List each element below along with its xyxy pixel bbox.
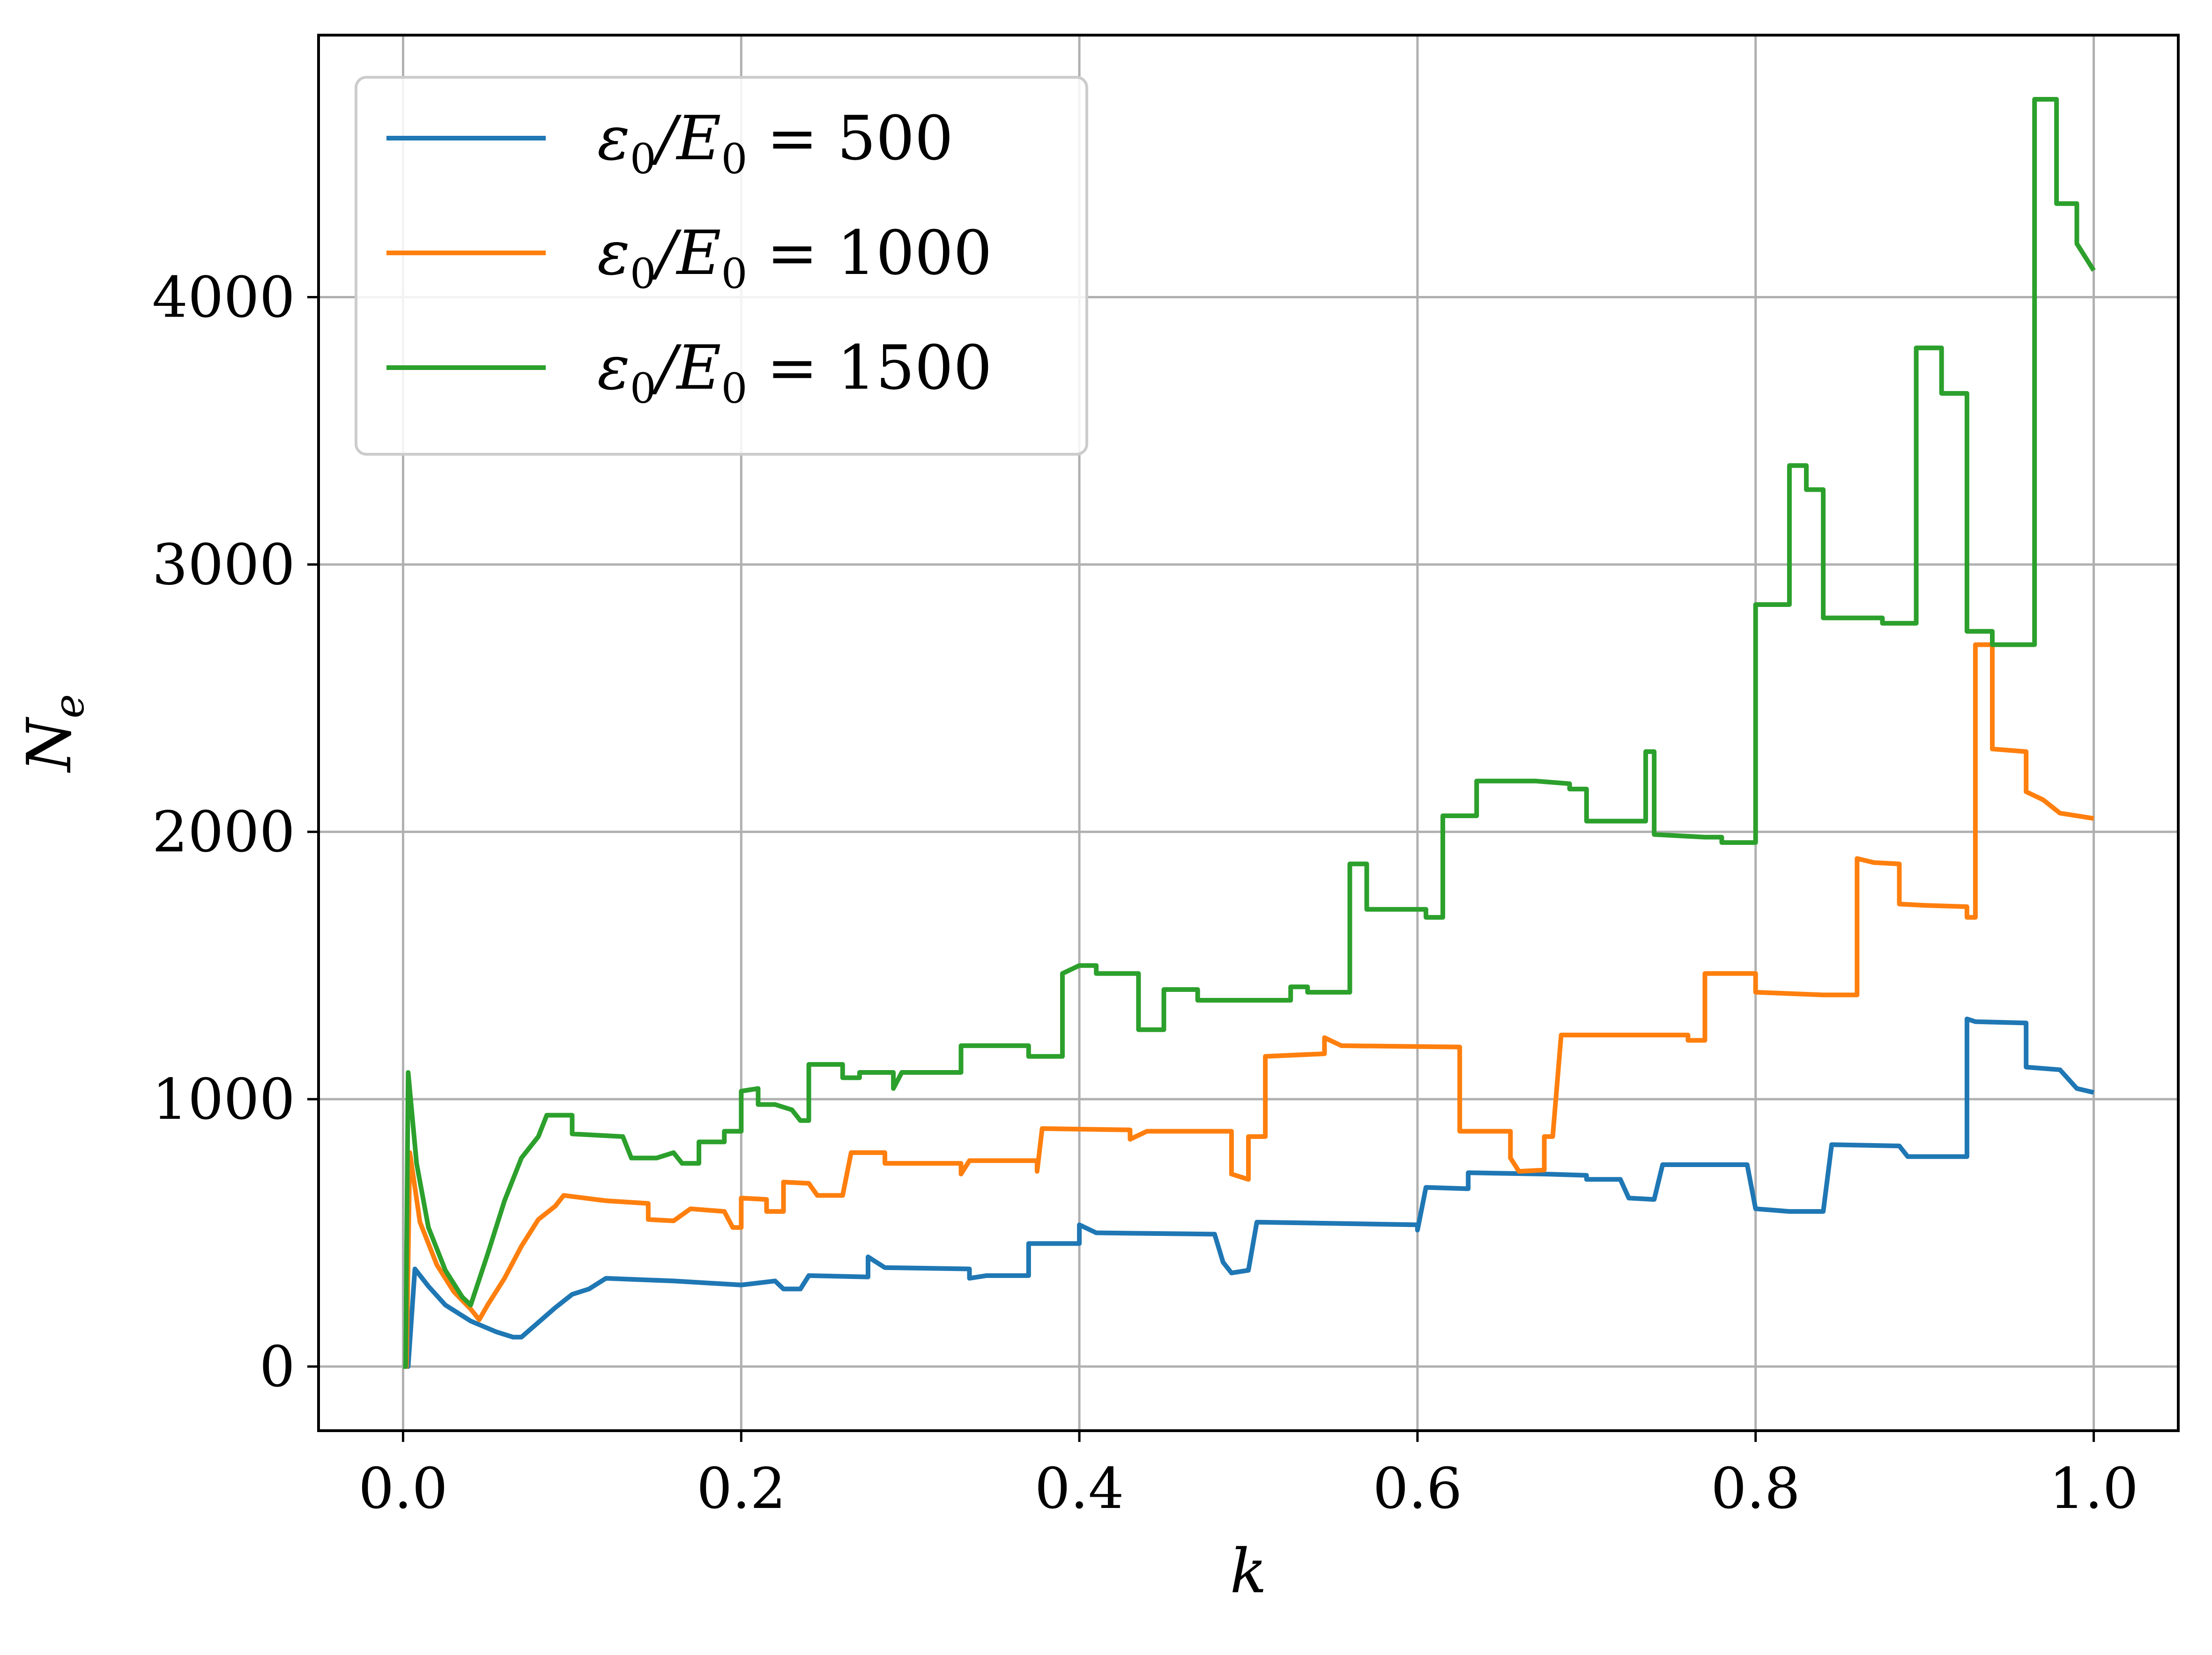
y-axis-label-main: N — [14, 717, 85, 773]
x-axis-label: k — [1230, 1536, 1267, 1607]
legend-label-part: 0 — [630, 364, 656, 413]
x-tick-label: 0.8 — [1711, 1456, 1800, 1522]
legend-label-part: = 1500 — [747, 332, 992, 403]
x-tick-label: 0.4 — [1035, 1456, 1124, 1522]
series-layer — [403, 97, 2096, 1369]
legend-label: ε0/E0 = 1500 — [597, 332, 992, 413]
x-tick-label: 0.0 — [358, 1456, 448, 1522]
legend-label-part: ε — [597, 217, 630, 288]
legend-label-part: /E — [651, 332, 721, 403]
y-axis-label-sub: e — [45, 694, 93, 718]
x-tick-label: 0.6 — [1373, 1456, 1462, 1522]
legend-label-part: 0 — [721, 135, 747, 183]
legend-label-part: /E — [651, 103, 721, 174]
legend-label: ε0/E0 = 1000 — [597, 217, 992, 298]
legend-label: ε0/E0 = 500 — [597, 103, 953, 183]
legend-label-part: 0 — [721, 364, 747, 413]
y-axis-label: Ne — [14, 694, 93, 773]
legend-label-part: 0 — [721, 250, 747, 298]
series-line-3 — [403, 97, 2096, 1369]
y-tick-label: 0 — [260, 1335, 295, 1400]
legend-label-part: = 1000 — [747, 217, 992, 288]
y-tick-label: 2000 — [152, 800, 295, 865]
legend-label-part: /E — [651, 217, 721, 288]
legend-label-part: ε — [597, 332, 630, 403]
ticks: 0.0 0.2 0.4 0.6 0.8 1.0 0 1000 2000 3000 4000 — [152, 265, 2138, 1522]
y-tick-label: 3000 — [152, 532, 295, 598]
legend-label-part: ε — [597, 103, 630, 174]
series-line-2 — [403, 642, 2094, 1369]
x-tick-label: 0.2 — [697, 1456, 786, 1522]
y-tick-label: 4000 — [152, 265, 295, 330]
legend-label-part: 0 — [630, 250, 656, 298]
legend-label-part: 0 — [630, 135, 656, 183]
series-line-1 — [403, 1016, 2094, 1369]
x-tick-label: 1.0 — [2049, 1456, 2138, 1522]
legend-box — [355, 76, 1088, 456]
y-tick-label: 1000 — [152, 1067, 295, 1132]
plot-frame — [317, 34, 2180, 1432]
legend-label-part: = 500 — [747, 103, 953, 174]
